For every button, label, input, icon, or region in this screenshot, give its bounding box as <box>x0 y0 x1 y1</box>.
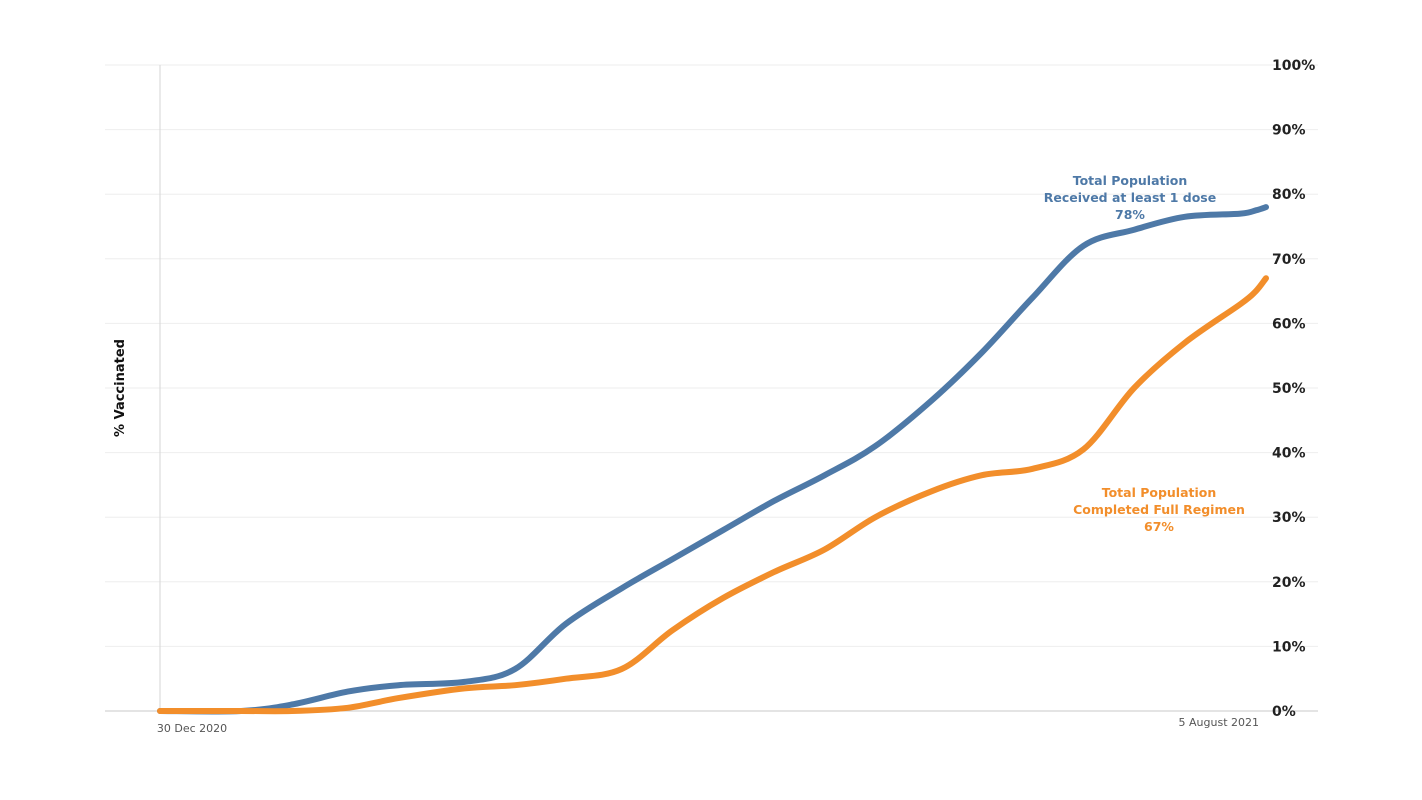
y-tick-label: 10% <box>1272 639 1306 655</box>
series-lines <box>157 204 1269 715</box>
series-annotation-full-regimen: 67% <box>1144 519 1174 534</box>
y-axis-title: % Vaccinated <box>113 339 128 437</box>
y-tick-label: 40% <box>1272 446 1306 462</box>
y-tick-label: 80% <box>1272 187 1306 203</box>
y-tick-label: 100% <box>1272 58 1315 74</box>
y-tick-label: 0% <box>1272 704 1296 720</box>
series-annotation-first-dose: Received at least 1 dose <box>1044 190 1216 205</box>
y-tick-label: 50% <box>1272 381 1306 397</box>
y-tick-label: 30% <box>1272 510 1306 526</box>
y-tick-label: 20% <box>1272 575 1306 591</box>
y-tick-label: 90% <box>1272 123 1306 139</box>
series-annotations: Total Population Received at least 1 dose… <box>1044 173 1245 534</box>
axes: 30 Dec 2020 5 August 2021 % Vaccinated <box>105 65 1318 735</box>
y-tick-label: 60% <box>1272 316 1306 332</box>
series-annotation-full-regimen: Completed Full Regimen <box>1073 502 1245 517</box>
series-annotation-full-regimen: Total Population <box>1102 485 1217 500</box>
series-line-full-regimen <box>157 275 1269 715</box>
series-annotation-first-dose: 78% <box>1115 207 1145 222</box>
series-annotation-first-dose: Total Population <box>1073 173 1188 188</box>
y-tick-label: 70% <box>1272 252 1306 268</box>
x-end-label: 5 August 2021 <box>1179 716 1259 729</box>
y-tick-labels: 0% 10% 20% 30% 40% 50% 60% 70% 80% 90% 100% <box>1272 58 1315 720</box>
series-line-first-dose <box>157 204 1269 715</box>
gridlines <box>105 64 1318 647</box>
x-start-label: 30 Dec 2020 <box>157 722 227 735</box>
